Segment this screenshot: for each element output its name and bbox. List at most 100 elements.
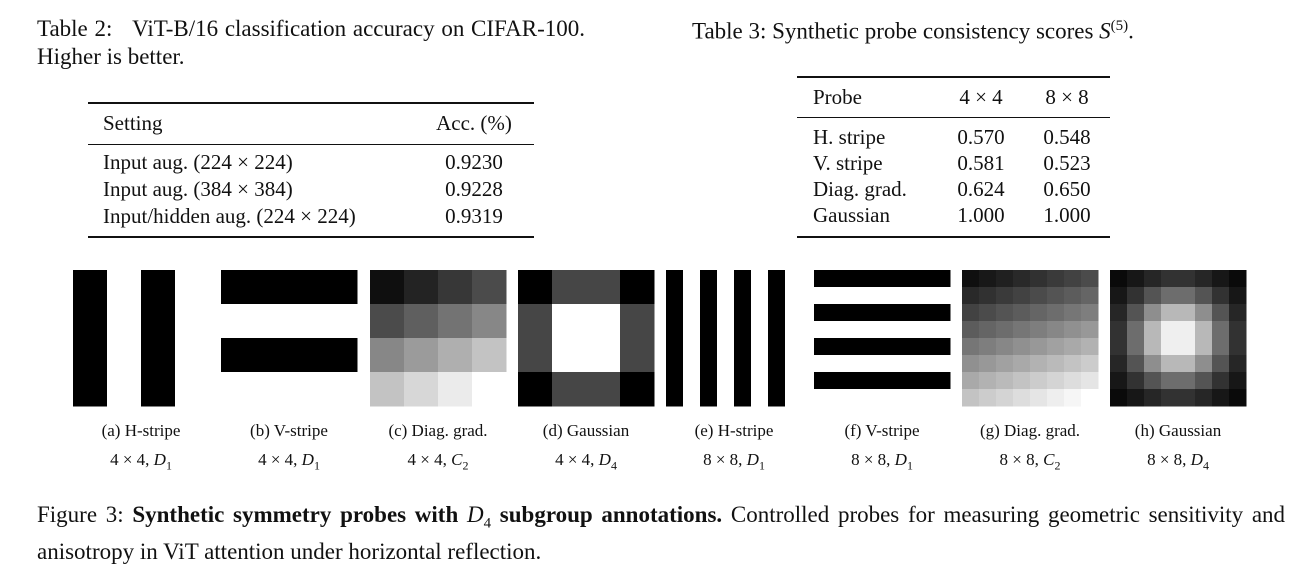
probe-pixel [141, 338, 176, 373]
panel-caption: (g) Diag. grad. [979, 421, 1081, 440]
probe-pixel [141, 372, 176, 407]
probe-pixel [1030, 338, 1048, 356]
probe-pixel [1229, 287, 1247, 305]
probe-pixel [1212, 389, 1230, 407]
probe-pixel [865, 270, 883, 288]
caption-label: Figure 3: [37, 502, 124, 527]
probe-pixel [683, 389, 701, 407]
probe-pixel [552, 304, 587, 339]
probe-pixel [666, 372, 684, 390]
grid-size: 4 × 4, [407, 450, 447, 469]
probe-pixel [1081, 321, 1099, 339]
probe-pixel [962, 372, 980, 390]
table-cell: 0.9319 [445, 204, 503, 228]
probe-pixel [1030, 389, 1048, 407]
probe-pixel [785, 372, 803, 390]
probe-pixel [831, 287, 849, 305]
probe-pixel [962, 355, 980, 373]
probe-pixel [996, 321, 1014, 339]
math: D [466, 502, 484, 527]
table-cell: 0.581 [957, 151, 1005, 175]
probe-pixel [1161, 287, 1179, 305]
probe-pixel [700, 372, 718, 390]
math: D [894, 450, 907, 469]
probe-pixel [1081, 304, 1099, 322]
probe-pixel [734, 321, 752, 339]
probe-pixel [683, 304, 701, 322]
probe-pixel [472, 338, 507, 373]
probe-pixel [1110, 338, 1128, 356]
probe-pixel [370, 338, 405, 373]
panel-annotation: 4 × 4, D4 [511, 450, 661, 473]
probe-pixel [933, 304, 951, 322]
probe-pixel [1013, 372, 1031, 390]
probe-pixel [1127, 304, 1145, 322]
probe-pixel [717, 389, 735, 407]
probe-pixel [700, 270, 718, 288]
table-cell: 1.000 [957, 203, 1005, 227]
probe-pixel [717, 321, 735, 339]
grid-size: 8 × 8, [851, 450, 891, 469]
table-cell: Gaussian [813, 203, 890, 227]
probe-pixel [1212, 304, 1230, 322]
caption-text: ViT-B/16 classification accuracy on CIFA… [37, 16, 585, 69]
header-cell: Setting [103, 111, 163, 135]
probe-pixel [1178, 389, 1196, 407]
probe-pixel [717, 372, 735, 390]
probe-pixel [1144, 389, 1162, 407]
table-cell: 0.650 [1043, 177, 1091, 201]
probe-pixel [666, 287, 684, 305]
math: C [1043, 450, 1055, 469]
probe-pixel [882, 372, 900, 390]
probe-pixel [1229, 338, 1247, 356]
probe-pixel [831, 304, 849, 322]
probe-pixel [1161, 304, 1179, 322]
grid-size: 8 × 8, [1147, 450, 1187, 469]
math: D [1190, 450, 1203, 469]
probe-pixel [865, 355, 883, 373]
probe-pixel [1195, 321, 1213, 339]
probe-pixel [996, 270, 1014, 288]
probe-pixel [620, 372, 655, 407]
probe-pixel [1161, 389, 1179, 407]
probe-pixel [979, 287, 997, 305]
probe-pixel [916, 355, 934, 373]
probe-pixel [899, 270, 917, 288]
top-rule [88, 102, 534, 104]
math-sub: 1 [758, 458, 765, 473]
probe-pixel [848, 304, 866, 322]
probe-pixel [1229, 270, 1247, 288]
probe-pixel [979, 355, 997, 373]
probe-pixel [620, 270, 655, 305]
probe-pixel [1212, 372, 1230, 390]
table-cell: 1.000 [1043, 203, 1091, 227]
probe-pixel [979, 270, 997, 288]
probe-pixel [751, 304, 769, 322]
probe-pixel [1178, 372, 1196, 390]
probe-pixel [865, 372, 883, 390]
probe-pixel [1127, 372, 1145, 390]
table-cell: 0.9230 [445, 150, 503, 174]
grid-size: 8 × 8, [703, 450, 743, 469]
math: D [598, 450, 611, 469]
probe-pixel [831, 270, 849, 288]
probe-pixel [683, 321, 701, 339]
probe-pixel [73, 304, 108, 339]
probe-pixel [472, 304, 507, 339]
probe-pixel [1013, 338, 1031, 356]
probe-pixel [899, 321, 917, 339]
probe-pixel [1127, 338, 1145, 356]
probe-pixel [1081, 338, 1099, 356]
probe-pixel [107, 372, 142, 407]
probe-pixel [1161, 270, 1179, 288]
probe-pixel [979, 304, 997, 322]
probe-pixel [1030, 321, 1048, 339]
probe-pixel [1013, 389, 1031, 407]
probe-pixel [865, 389, 883, 407]
mid-rule [797, 117, 1110, 118]
probe-pixel [289, 338, 324, 373]
probe-pixel [1195, 338, 1213, 356]
probe-pixel [1178, 338, 1196, 356]
panel-annotation: 4 × 4, D1 [214, 450, 364, 473]
probe-pixel [962, 389, 980, 407]
